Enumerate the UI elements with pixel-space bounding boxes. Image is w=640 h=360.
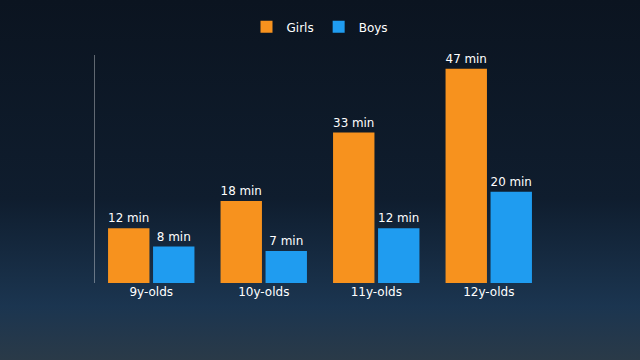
svg-text:7 min: 7 min [269,234,303,248]
svg-text:12y-olds: 12y-olds [463,285,514,299]
svg-text:33 min: 33 min [333,116,374,130]
svg-text:11y-olds: 11y-olds [351,285,402,299]
svg-text:12 min: 12 min [378,211,419,225]
svg-text:47 min: 47 min [446,52,487,66]
svg-text:Girls: Girls [287,21,314,35]
svg-text:12 min: 12 min [108,211,149,225]
svg-text:10y-olds: 10y-olds [238,285,289,299]
svg-text:Boys: Boys [359,21,388,35]
svg-text:18 min: 18 min [221,184,262,198]
svg-text:8 min: 8 min [157,230,191,244]
svg-text:9y-olds: 9y-olds [129,285,173,299]
svg-text:20 min: 20 min [491,175,532,189]
